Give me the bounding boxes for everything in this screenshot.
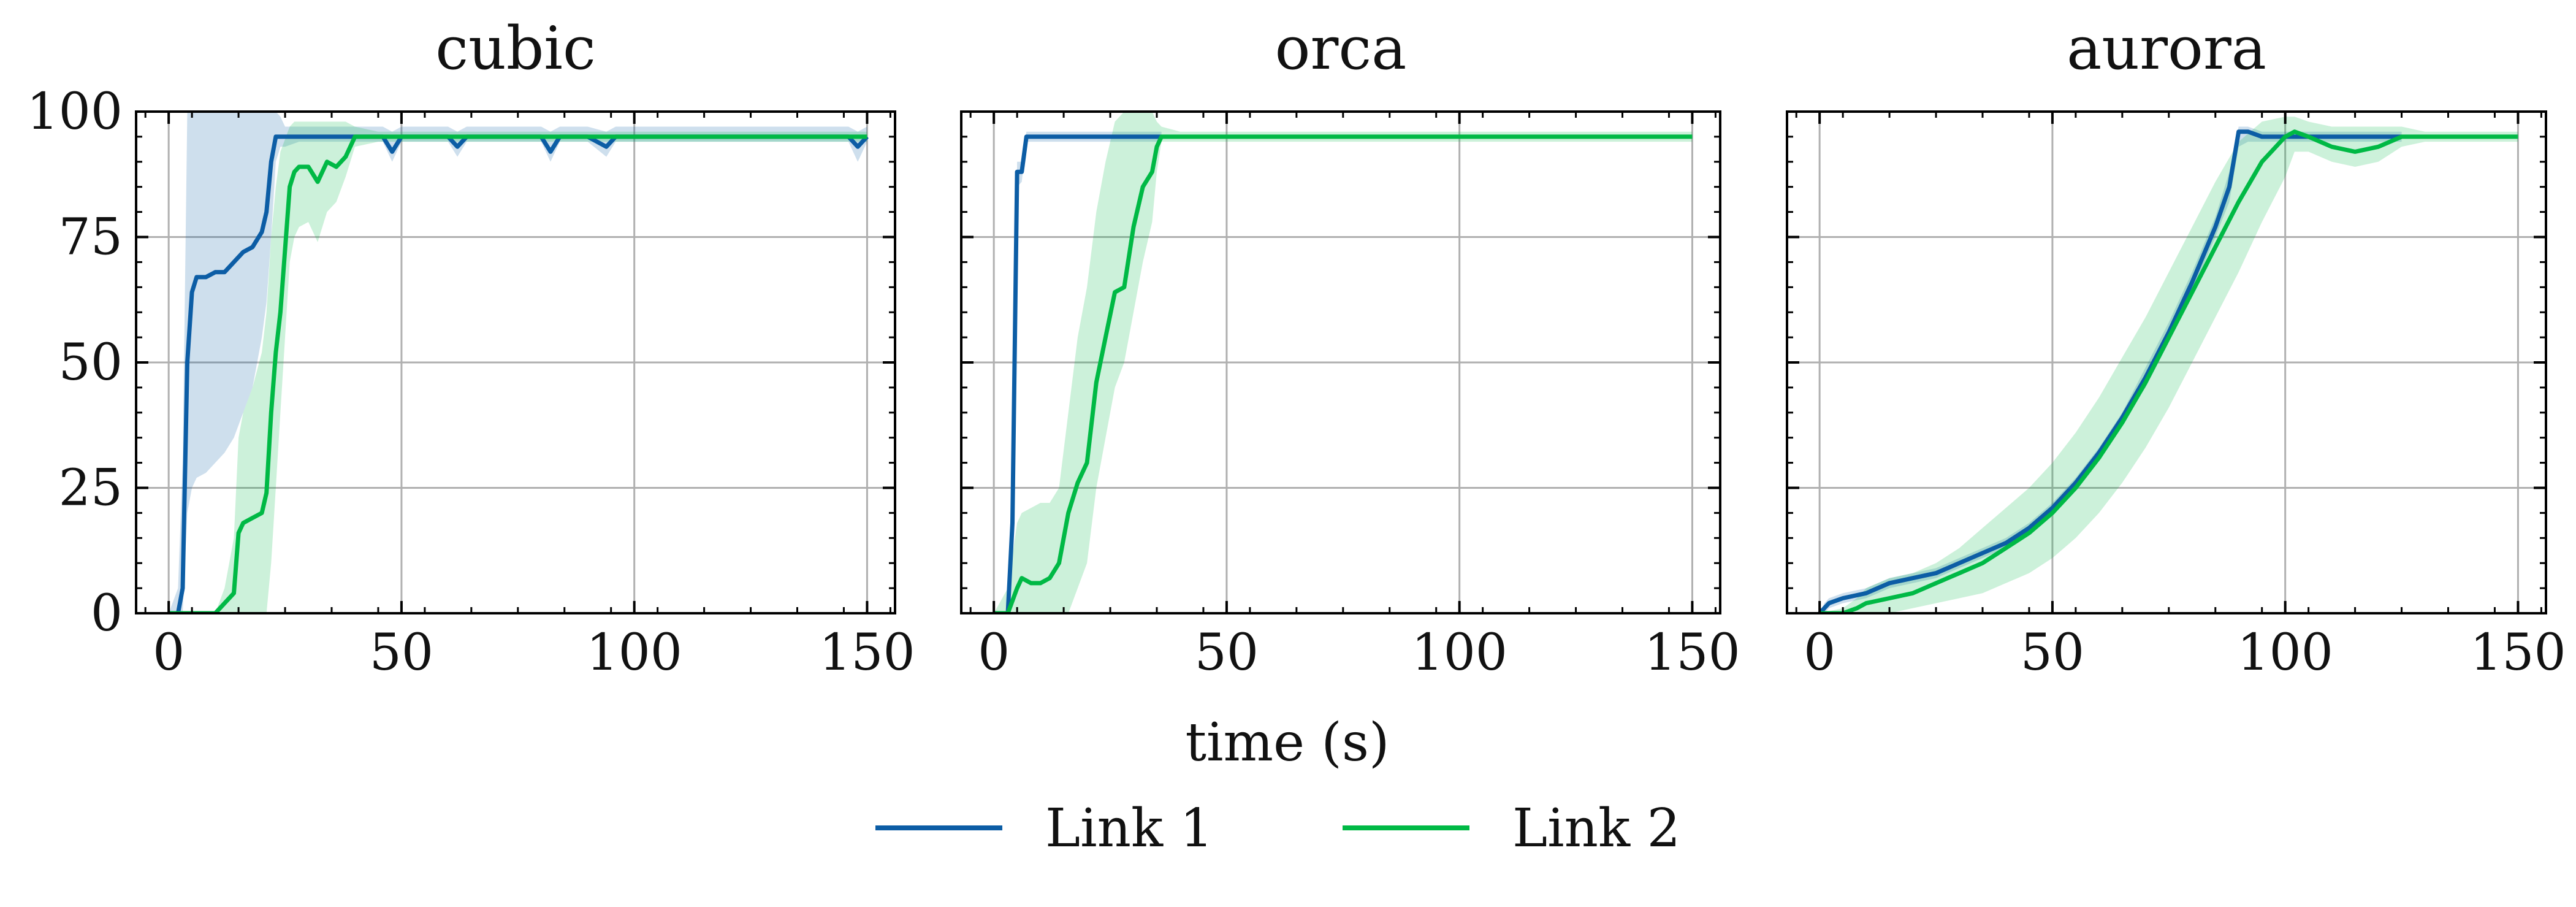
y-tick-label: 25 <box>59 459 123 518</box>
panel-title-cubic: cubic <box>435 14 596 83</box>
ticks <box>1787 110 2546 614</box>
x-tick-label: 100 <box>2237 624 2333 682</box>
panels: 0 50 100 150 0 25 50 75 100 cubic 0 50 100 150 orca 0 50… <box>26 14 2566 682</box>
x-tick-label: 100 <box>586 624 682 682</box>
x-tick-label: 0 <box>153 624 185 682</box>
x-tick-label: 50 <box>1195 624 1259 682</box>
y-tick-label: 100 <box>26 83 123 141</box>
legend-label-link-2: Link 2 <box>1512 798 1680 859</box>
series-line-link-2 <box>994 134 1693 613</box>
x-tick-label: 150 <box>819 624 915 682</box>
plot-area <box>994 112 1693 613</box>
panel-orca: 0 50 100 150 orca <box>960 14 1740 682</box>
y-tick-label: 50 <box>59 334 123 392</box>
plot-area <box>1818 117 2518 613</box>
panel-title-aurora: aurora <box>2067 14 2266 83</box>
legend: Link 1 Link 2 <box>875 798 1680 859</box>
x-tick-label: 0 <box>1804 624 1835 682</box>
plot-area <box>169 112 869 613</box>
x-axis-label: time (s) <box>1185 712 1389 773</box>
x-tick-label: 150 <box>1644 624 1740 682</box>
ticks <box>136 110 895 614</box>
band-link-2 <box>994 112 1693 613</box>
band-link-1 <box>169 112 867 613</box>
x-tick-label: 150 <box>2470 624 2566 682</box>
panel-title-orca: orca <box>1275 14 1407 83</box>
ticks <box>961 110 1720 614</box>
x-tick-label: 50 <box>2021 624 2084 682</box>
series-line-link-1 <box>1818 129 2402 613</box>
panel-cubic: 0 50 100 150 0 25 50 75 100 cubic <box>26 14 915 682</box>
y-tick-label: 0 <box>91 584 123 643</box>
panel-aurora: 0 50 100 150 aurora <box>1786 14 2566 682</box>
series-line-link-2 <box>1820 129 2518 613</box>
band-link-2 <box>1820 117 2518 613</box>
series-line-link-1 <box>994 134 1162 613</box>
x-tick-label: 0 <box>978 624 1010 682</box>
grid <box>961 110 1720 614</box>
band-link-1 <box>1820 126 2402 613</box>
legend-label-link-1: Link 1 <box>1045 798 1213 859</box>
x-tick-label: 50 <box>370 624 433 682</box>
series-line-link-2 <box>169 134 867 613</box>
y-tick-label: 75 <box>59 209 123 267</box>
band-link-2 <box>169 121 867 613</box>
x-tick-label: 100 <box>1411 624 1507 682</box>
